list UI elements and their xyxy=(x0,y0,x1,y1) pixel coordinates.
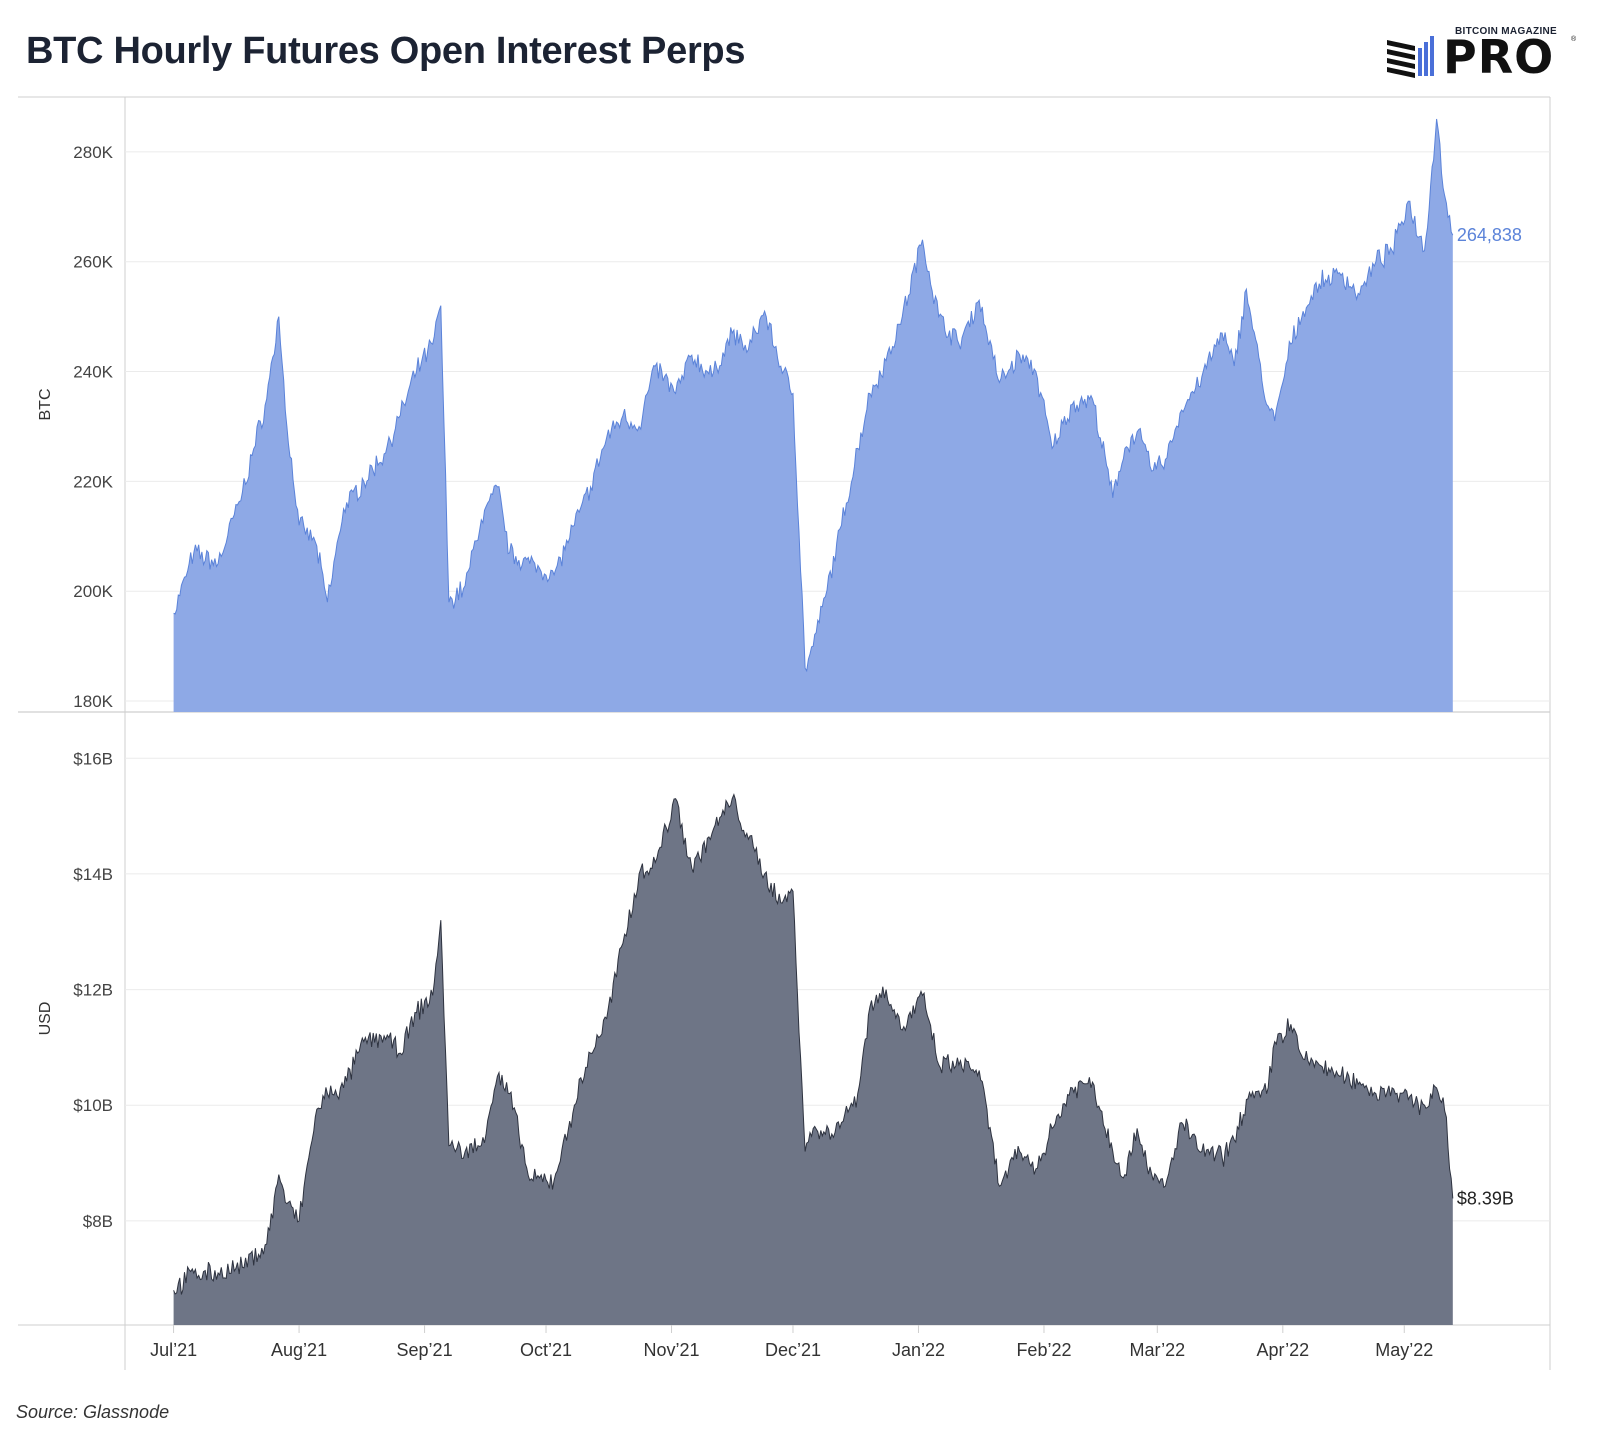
y-tick-label: 180K xyxy=(73,692,113,711)
usd-panel: $8B $10B $12B $14B $16B USD $8.39B xyxy=(37,749,1550,1325)
y-tick-label: $16B xyxy=(73,749,113,768)
y-axis-title: USD xyxy=(37,1002,54,1036)
x-tick-label: Jan’22 xyxy=(892,1340,945,1360)
y-tick-label: $12B xyxy=(73,981,113,1000)
source-note: Source: Glassnode xyxy=(16,1402,170,1422)
logo-registered-mark: ® xyxy=(1571,36,1577,43)
x-tick-label: Oct’21 xyxy=(520,1340,572,1360)
x-tick-label: May’22 xyxy=(1375,1340,1433,1360)
series-area xyxy=(173,119,1453,712)
series-area xyxy=(173,794,1453,1325)
x-tick-label: Sep’21 xyxy=(397,1340,453,1360)
y-tick-label: 280K xyxy=(73,143,113,162)
y-tick-label: $14B xyxy=(73,865,113,884)
y-tick-label: $8B xyxy=(83,1212,113,1231)
open-interest-chart: 180K 200K 220K 240K 260K 280K BTC 264,838 $8B $10… xyxy=(18,96,1551,1370)
last-value-label: $8.39B xyxy=(1457,1188,1514,1208)
logo-pro-text: PRO xyxy=(1443,30,1555,84)
x-tick-label: Feb’22 xyxy=(1016,1340,1071,1360)
x-tick-label: Dec’21 xyxy=(765,1340,821,1360)
btc-panel: 180K 200K 220K 240K 260K 280K BTC 264,838 xyxy=(37,118,1550,712)
x-axis: Jul’21 Aug’21 Sep’21 Oct’21 Nov’21 Dec’21 Jan’… xyxy=(150,1325,1433,1360)
x-tick-label: Mar’22 xyxy=(1129,1340,1185,1360)
y-tick-label: 260K xyxy=(73,253,113,272)
y-tick-label: $10B xyxy=(73,1096,113,1115)
bitcoin-magazine-pro-logo: BITCOIN MAGAZINE PRO ® xyxy=(1385,26,1577,84)
x-tick-label: Aug’21 xyxy=(271,1340,327,1360)
logo-bars-icon xyxy=(1387,36,1434,78)
x-tick-label: Jul’21 xyxy=(150,1340,197,1360)
series-line xyxy=(173,793,1454,1295)
last-value-label: 264,838 xyxy=(1457,225,1522,245)
y-tick-label: 220K xyxy=(73,472,113,491)
x-tick-label: Apr’22 xyxy=(1256,1340,1309,1360)
y-tick-label: 200K xyxy=(73,582,113,601)
series-line xyxy=(173,118,1454,673)
logo-small-text: BITCOIN MAGAZINE xyxy=(1455,26,1558,37)
x-tick-label: Nov’21 xyxy=(644,1340,700,1360)
chart-title: BTC Hourly Futures Open Interest Perps xyxy=(26,30,746,72)
y-axis-title: BTC xyxy=(37,389,54,421)
y-tick-label: 240K xyxy=(73,363,113,382)
